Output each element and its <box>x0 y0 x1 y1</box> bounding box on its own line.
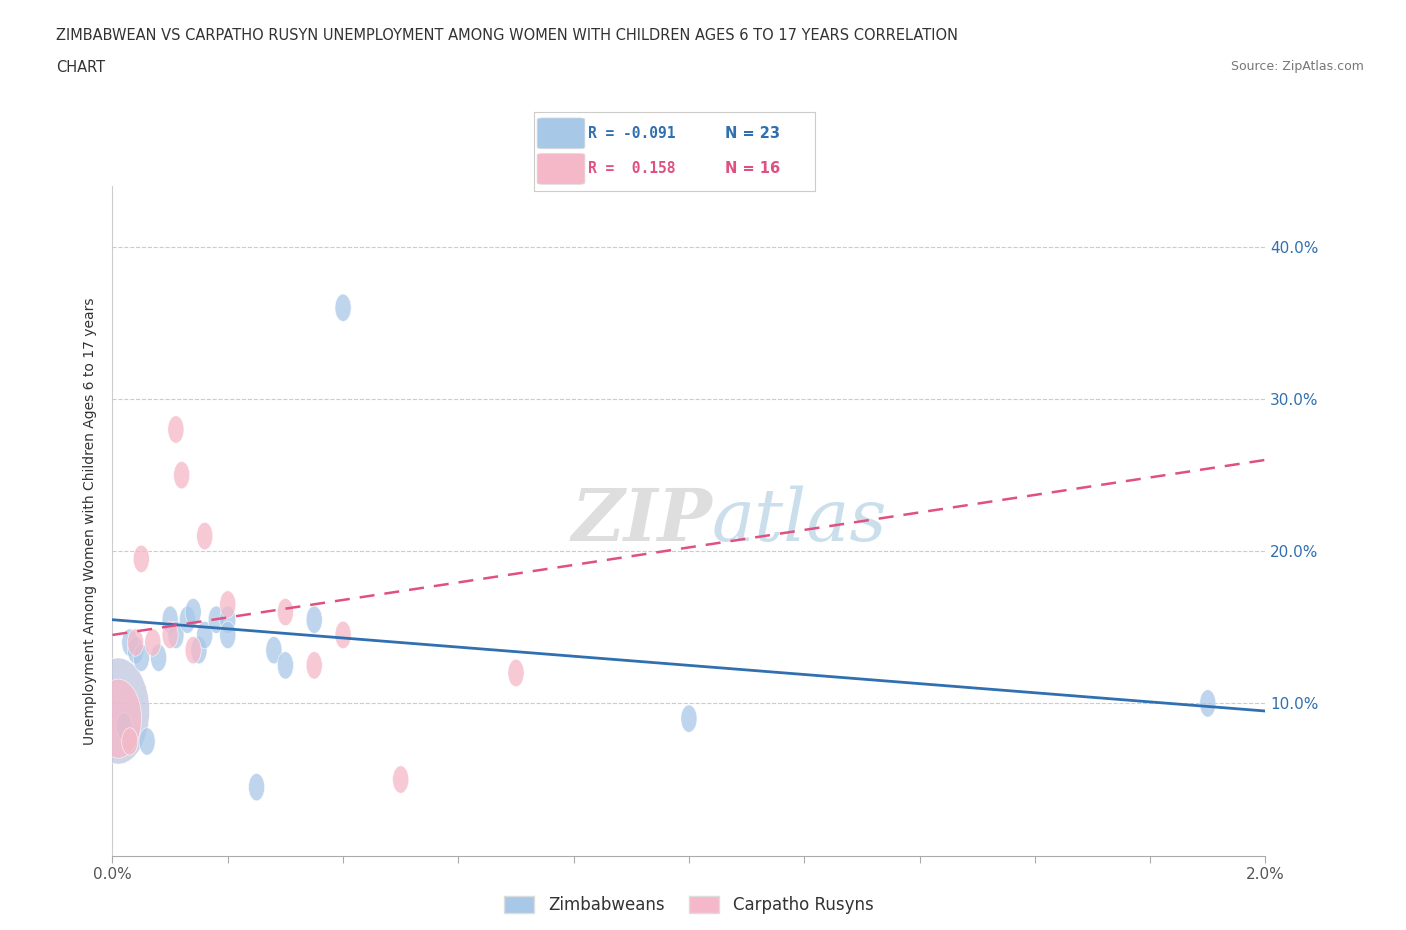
Ellipse shape <box>392 765 409 793</box>
Text: ZIMBABWEAN VS CARPATHO RUSYN UNEMPLOYMENT AMONG WOMEN WITH CHILDREN AGES 6 TO 17: ZIMBABWEAN VS CARPATHO RUSYN UNEMPLOYMEN… <box>56 28 959 43</box>
Ellipse shape <box>150 644 167 671</box>
Ellipse shape <box>96 679 142 758</box>
Ellipse shape <box>508 659 524 686</box>
Legend: Zimbabweans, Carpatho Rusyns: Zimbabweans, Carpatho Rusyns <box>498 889 880 921</box>
Ellipse shape <box>122 629 138 657</box>
Ellipse shape <box>266 636 283 664</box>
Ellipse shape <box>219 621 236 648</box>
Ellipse shape <box>208 606 225 633</box>
Ellipse shape <box>191 636 207 664</box>
Text: N = 16: N = 16 <box>725 162 780 177</box>
Ellipse shape <box>128 629 143 657</box>
Text: R =  0.158: R = 0.158 <box>588 162 675 177</box>
Ellipse shape <box>87 658 149 764</box>
Ellipse shape <box>219 591 236 618</box>
Ellipse shape <box>335 621 352 648</box>
Ellipse shape <box>167 621 184 648</box>
Text: atlas: atlas <box>711 485 887 556</box>
Ellipse shape <box>173 461 190 489</box>
Ellipse shape <box>277 652 294 679</box>
Ellipse shape <box>162 606 179 633</box>
Ellipse shape <box>681 705 697 732</box>
Ellipse shape <box>115 712 132 740</box>
Ellipse shape <box>134 644 149 671</box>
Ellipse shape <box>277 598 294 626</box>
Ellipse shape <box>197 621 212 648</box>
Ellipse shape <box>307 606 322 633</box>
Ellipse shape <box>162 621 179 648</box>
Ellipse shape <box>335 294 352 322</box>
Ellipse shape <box>180 606 195 633</box>
Ellipse shape <box>307 652 322 679</box>
Ellipse shape <box>186 598 201 626</box>
Ellipse shape <box>186 636 201 664</box>
Ellipse shape <box>128 636 143 664</box>
Text: CHART: CHART <box>56 60 105 75</box>
Ellipse shape <box>197 523 212 550</box>
Ellipse shape <box>219 606 236 633</box>
FancyBboxPatch shape <box>537 153 585 184</box>
Text: R = -0.091: R = -0.091 <box>588 126 675 140</box>
FancyBboxPatch shape <box>537 118 585 149</box>
Text: N = 23: N = 23 <box>725 126 780 140</box>
Ellipse shape <box>1199 690 1216 717</box>
Ellipse shape <box>249 774 264 801</box>
Ellipse shape <box>167 416 184 444</box>
Text: ZIP: ZIP <box>571 485 711 556</box>
Ellipse shape <box>122 728 138 755</box>
Ellipse shape <box>134 545 149 573</box>
Text: Source: ZipAtlas.com: Source: ZipAtlas.com <box>1230 60 1364 73</box>
Y-axis label: Unemployment Among Women with Children Ages 6 to 17 years: Unemployment Among Women with Children A… <box>83 297 97 745</box>
Ellipse shape <box>139 728 155 755</box>
Ellipse shape <box>145 629 160 657</box>
